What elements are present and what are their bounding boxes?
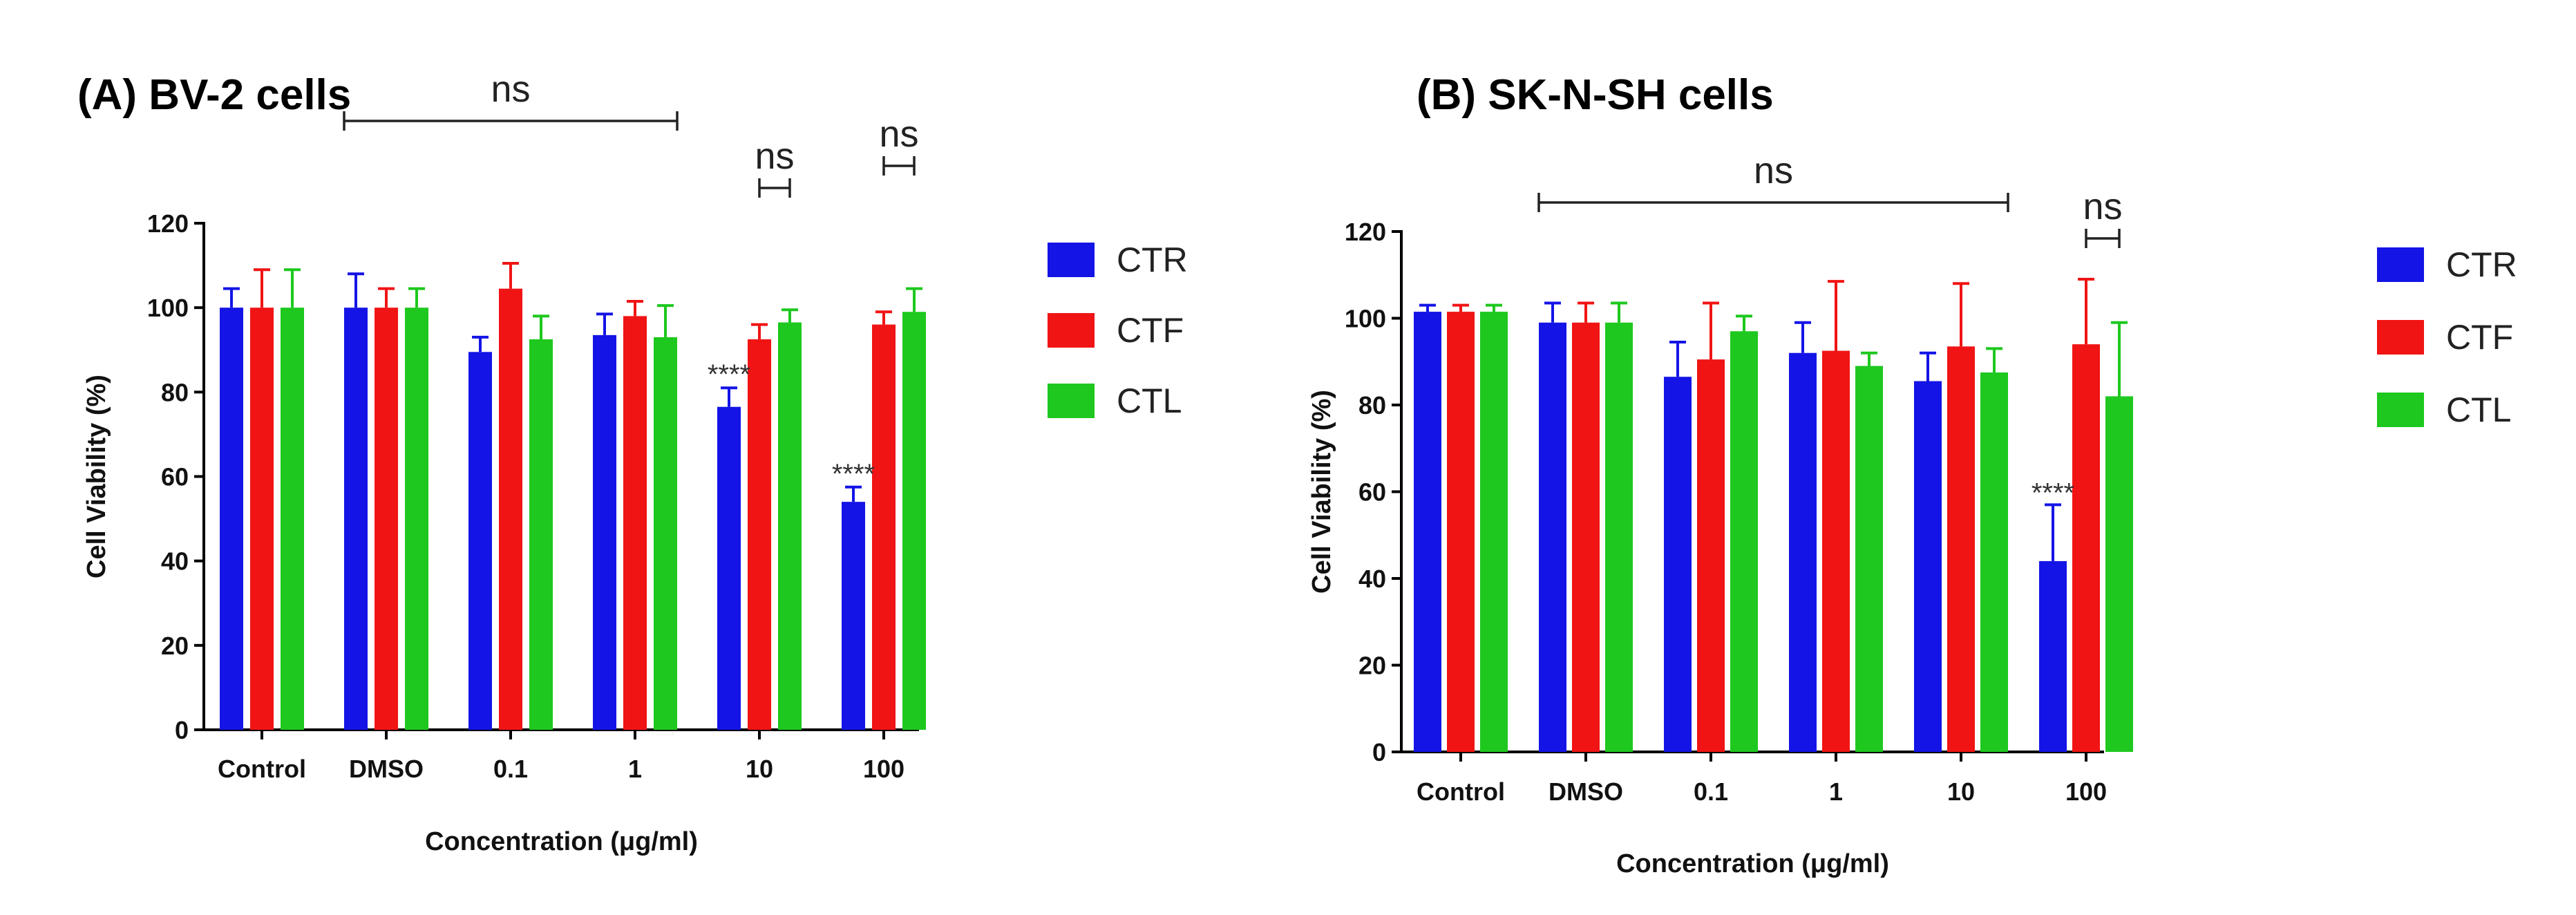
chart-a-y-tick-label: 100 (147, 294, 189, 322)
chart-a-bar-ctl (654, 337, 677, 730)
chart-a-x-tick-label: 0.1 (493, 755, 528, 783)
chart-a-ns-10-label: ns (755, 135, 794, 177)
chart-b-significance-stars: **** (2032, 478, 2074, 508)
chart-a-bar-ctl (405, 308, 428, 730)
chart-a-ns-wide-label: ns (491, 68, 530, 110)
chart-b-bar-ctr (2039, 560, 2067, 752)
chart-a-y-tick-label: 40 (161, 547, 189, 576)
chart-a-y-tick-label: 120 (147, 209, 189, 238)
chart-a-y-axis-title: Cell Viability (%) (82, 375, 111, 578)
chart-b-legend-label-ctf: CTF (2446, 318, 2513, 357)
chart-b-title: (B) SK-N-SH cells (1417, 71, 1774, 119)
chart-a-legend-label-ctl: CTL (1117, 381, 1182, 420)
chart-a-y-tick-label: 20 (161, 632, 189, 660)
chart-b-bar-ctf (1572, 322, 1600, 752)
chart-b-y-axis-title: Cell Viability (%) (1307, 390, 1336, 594)
chart-a-x-tick-label: 10 (746, 755, 773, 783)
chart-b-bar-ctl (1980, 372, 2008, 752)
chart-b-y-tick-label: 100 (1345, 305, 1386, 333)
chart-a-legend-swatch-ctl (1048, 384, 1095, 418)
chart-a-bar-ctr (593, 334, 616, 730)
chart-b-y-tick-label: 60 (1358, 478, 1386, 507)
chart-b-x-tick-label: DMSO (1549, 777, 1623, 806)
chart-a-bar-ctr (717, 406, 741, 730)
chart-b-y-tick-label: 80 (1358, 391, 1386, 419)
chart-a-legend-label-ctr: CTR (1117, 240, 1188, 279)
chart-b-x-axis-title: Concentration (μg/ml) (1616, 849, 1889, 878)
chart-a-bar-ctl (778, 322, 802, 730)
chart-b-x-tick-label: 100 (2065, 777, 2107, 806)
chart-b-bar-ctf (1447, 312, 1475, 752)
chart-b-bar-ctl (1855, 366, 1883, 752)
chart-a-bar-ctl (902, 312, 926, 730)
chart-a-bar-ctf (375, 308, 398, 730)
chart-a-significance-stars: **** (708, 359, 750, 390)
chart-b-y-tick-label: 120 (1345, 218, 1386, 246)
chart-b-y-tick-label: 40 (1358, 565, 1386, 593)
chart-b-ns-100-label: ns (2083, 186, 2122, 227)
chart-b-x-tick-label: 10 (1947, 777, 1975, 806)
chart-b-legend-swatch-ctl (2377, 393, 2424, 427)
chart-a-title: (A) BV-2 cells (77, 71, 351, 119)
chart-a-y-tick-label: 80 (161, 378, 189, 406)
chart-a-x-tick-label: 1 (628, 755, 642, 783)
chart-a-bar-ctf (623, 316, 647, 730)
chart-a-legend-swatch-ctf (1048, 313, 1095, 348)
chart-a-bar-ctf (748, 339, 771, 730)
chart-b-x-tick-label: Control (1417, 777, 1505, 806)
chart-b-bar-ctl (1480, 312, 1508, 752)
chart-b-bar-ctr (1914, 381, 1942, 752)
chart-a-x-tick-label: 100 (863, 755, 905, 783)
chart-b-y-tick-label: 0 (1372, 738, 1386, 766)
chart-b-bar-ctl (1730, 331, 1758, 752)
chart-a-y-tick-label: 60 (161, 463, 189, 491)
chart-b-bar-ctl (1605, 322, 1633, 752)
chart-a-bar-ctf (872, 324, 896, 730)
chart-b-bar-ctr (1664, 377, 1692, 752)
chart-b-legend-label-ctl: CTL (2446, 390, 2511, 429)
chart-a-significance-stars: **** (832, 459, 875, 489)
chart-a-bar-ctf (499, 288, 522, 730)
chart-b-bar-ctr (1539, 322, 1566, 752)
chart-b-ns-wide-label: ns (1754, 150, 1793, 191)
chart-b-bar-ctr (1414, 312, 1441, 752)
chart-a-bar-ctr (220, 308, 243, 730)
chart-b-bar-ctl (2105, 396, 2133, 752)
chart-b-x-tick-label: 0.1 (1694, 777, 1728, 806)
chart-b-legend-swatch-ctf (2377, 320, 2424, 355)
chart-b-bar-ctf (1947, 346, 1975, 753)
chart-a-ns-100-label: ns (879, 113, 918, 155)
chart-a-y-tick-label: 0 (175, 716, 189, 744)
chart-b-legend-swatch-ctr (2377, 247, 2424, 282)
chart-a-x-tick-label: DMSO (349, 755, 424, 783)
chart-a-bar-ctr (842, 502, 865, 730)
chart-a-x-axis-title: Concentration (μg/ml) (425, 827, 698, 856)
chart-a-bar-ctr (468, 352, 492, 730)
chart-a-legend-swatch-ctr (1048, 243, 1095, 277)
chart-a-bar-ctr (344, 308, 368, 730)
chart-b-bar-ctf (1697, 359, 1725, 752)
chart-a-bar-ctl (281, 308, 304, 730)
chart-b-bar-ctr (1789, 352, 1817, 752)
chart-b-y-tick-label: 20 (1358, 652, 1386, 680)
chart-b-x-tick-label: 1 (1829, 777, 1843, 806)
chart-b-bar-ctf (1822, 350, 1850, 752)
chart-a-bar-ctf (250, 308, 274, 730)
chart-a-legend-label-ctf: CTF (1117, 311, 1184, 350)
chart-b-bar-ctf (2072, 344, 2100, 752)
chart-a-x-tick-label: Control (218, 755, 306, 783)
chart-b: (B) SK-N-SH cells 0 20 40 60 80 100 120 Control D… (1307, 71, 2517, 878)
chart-b-legend-label-ctr: CTR (2446, 245, 2517, 284)
chart-a: (A) BV-2 cells 0 20 40 60 80 100 120 Control DMSO… (77, 68, 1188, 856)
chart-a-bar-ctl (529, 339, 553, 730)
